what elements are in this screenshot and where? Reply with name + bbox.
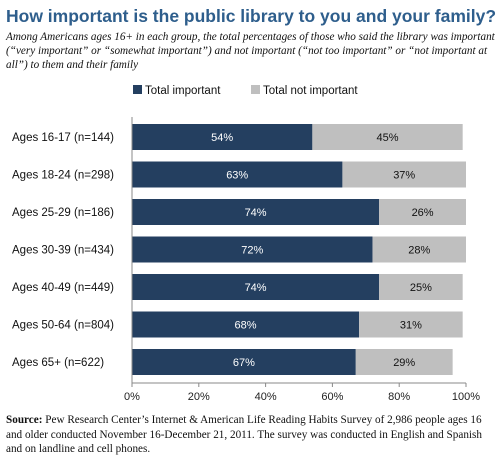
bar-not-important (379, 199, 466, 225)
legend-label: Total not important (263, 85, 358, 97)
category-label: Ages 40-49 (n=449) (12, 282, 114, 294)
x-tick-label: 60% (321, 391, 343, 403)
bar-important (132, 311, 360, 338)
category-label: Ages 50-64 (n=804) (12, 320, 114, 332)
bar-important (132, 124, 313, 150)
bars: 54% 45% 63% 37% 74% 26% 72% 28% 74% 25% 68% 31% 67% 2… (132, 124, 466, 375)
legend-swatch (251, 85, 260, 94)
legend: Total important Total not important (133, 85, 358, 97)
data-label: 68% (235, 320, 257, 332)
data-label: 54% (211, 132, 233, 144)
data-label: 25% (410, 282, 432, 294)
category-labels: Ages 16-17 (n=144) Ages 18-24 (n=298) Ages… (12, 132, 114, 369)
x-axis: 0% 20% 40% 60% 80% 100% (124, 117, 480, 403)
bar-important (132, 236, 373, 263)
data-label: 28% (408, 245, 430, 257)
source-text: Pew Research Center’s Internet & America… (6, 414, 482, 455)
bar-not-important (342, 161, 466, 188)
data-label: 63% (226, 170, 248, 182)
category-label: Ages 65+ (n=622) (12, 357, 104, 369)
bar-chart: Total important Total not important 54% 45… (12, 85, 480, 403)
bar-important (132, 349, 356, 375)
data-label: 31% (400, 320, 422, 332)
data-label: 72% (241, 245, 263, 257)
x-tick-label: 20% (188, 391, 210, 403)
source-note: Source: Pew Research Center’s Internet &… (6, 413, 500, 457)
data-label: 29% (393, 357, 415, 369)
legend-swatch (133, 85, 142, 94)
bar-important (132, 161, 343, 188)
data-label: 74% (245, 207, 267, 219)
bar-not-important (379, 274, 463, 300)
data-label: 74% (245, 282, 267, 294)
bar-important (132, 274, 380, 300)
data-label: 45% (376, 132, 398, 144)
category-label: Ages 18-24 (n=298) (12, 170, 114, 182)
category-label: Ages 25-29 (n=186) (12, 207, 114, 219)
chart-subtitle: Among Americans ages 16+ in each group, … (6, 31, 495, 71)
bar-not-important (312, 124, 463, 150)
bar-not-important (372, 236, 466, 263)
legend-label: Total important (145, 85, 221, 97)
x-tick-label: 100% (452, 391, 480, 403)
bar-not-important (355, 349, 453, 375)
data-label: 67% (233, 357, 255, 369)
bar-not-important (359, 311, 463, 338)
source-label: Source: (6, 414, 43, 426)
category-label: Ages 16-17 (n=144) (12, 132, 114, 144)
x-tick-label: 80% (388, 391, 410, 403)
data-label: 26% (412, 207, 434, 219)
bar-important (132, 199, 380, 225)
x-tick-label: 40% (255, 391, 277, 403)
chart-title: How important is the public library to y… (6, 6, 497, 26)
category-label: Ages 30-39 (n=434) (12, 245, 114, 257)
x-tick-label: 0% (124, 391, 140, 403)
data-label: 37% (393, 170, 415, 182)
